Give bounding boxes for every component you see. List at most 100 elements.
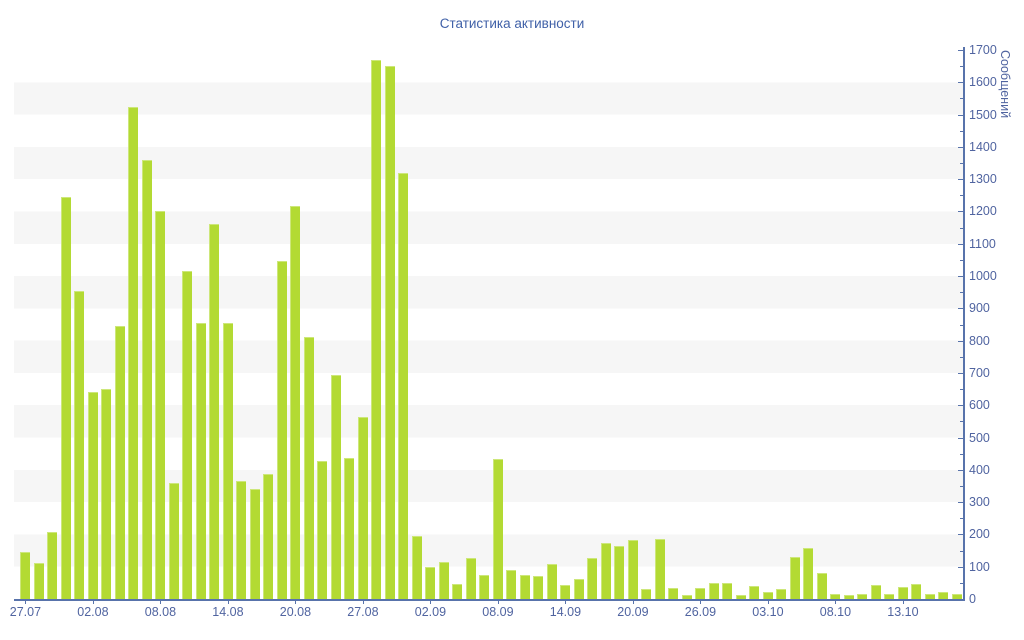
chart-title: Статистика активности <box>439 16 585 31</box>
y-major-tick <box>958 82 964 84</box>
x-tick-label: 20.08 <box>279 605 312 619</box>
y-minor-tick <box>960 485 964 487</box>
y-minor-tick <box>960 324 964 326</box>
bar <box>668 587 679 599</box>
y-major-tick <box>958 566 964 568</box>
bar <box>141 160 152 599</box>
bar <box>74 291 85 599</box>
bar <box>924 593 935 599</box>
y-tick-label: 600 <box>969 398 990 413</box>
bar <box>60 196 71 599</box>
y-minor-tick <box>960 195 964 197</box>
bar <box>249 489 260 599</box>
bar <box>600 543 611 599</box>
bar <box>155 211 166 599</box>
x-tick-label: 26.09 <box>684 605 717 619</box>
bar <box>951 593 962 599</box>
y-major-tick <box>958 276 964 278</box>
y-major-tick <box>958 179 964 181</box>
bar <box>344 458 355 599</box>
x-tick <box>160 600 162 604</box>
x-tick <box>430 600 432 604</box>
bar <box>573 578 584 599</box>
y-major-tick <box>958 469 964 471</box>
bar <box>114 326 125 599</box>
y-major-tick <box>958 114 964 116</box>
bar <box>195 322 206 599</box>
x-tick <box>902 600 904 604</box>
y-major-tick <box>958 372 964 374</box>
bar <box>452 584 463 599</box>
bar <box>708 582 719 599</box>
bar <box>830 593 841 599</box>
bar <box>870 585 881 599</box>
y-minor-tick <box>960 227 964 229</box>
bar <box>789 557 800 599</box>
bar <box>546 564 557 599</box>
x-tick-label: 02.08 <box>77 605 109 619</box>
y-tick-label: 1400 <box>969 139 997 154</box>
y-tick-label: 0 <box>969 592 976 606</box>
y-tick-label: 1300 <box>969 172 997 187</box>
bar <box>695 588 706 599</box>
y-tick-label: 300 <box>969 495 990 510</box>
bar <box>330 374 341 599</box>
y-major-tick <box>958 599 964 600</box>
bar <box>479 575 490 599</box>
bar <box>803 547 814 599</box>
bar <box>519 574 530 599</box>
bar <box>911 583 922 599</box>
y-major-tick <box>958 211 964 213</box>
y-major-tick <box>958 50 964 51</box>
x-tick-label: 14.08 <box>212 605 244 619</box>
bar <box>681 595 692 599</box>
bar <box>884 593 895 599</box>
y-tick-label: 100 <box>969 559 990 574</box>
bar <box>749 586 760 599</box>
x-tick <box>700 600 702 604</box>
bar <box>168 482 179 599</box>
y-tick-label: 900 <box>969 301 990 316</box>
bar <box>276 260 287 599</box>
x-tick-label: 27.08 <box>347 605 379 619</box>
y-tick-label: 400 <box>969 462 990 477</box>
y-minor-tick <box>960 292 964 294</box>
bar <box>938 592 949 599</box>
bar <box>492 458 503 599</box>
y-minor-tick <box>960 66 964 68</box>
x-tick-label: 20.09 <box>617 605 649 619</box>
x-tick <box>632 600 634 604</box>
bar <box>33 562 44 599</box>
y-minor-tick <box>960 550 964 552</box>
y-tick-label: 1600 <box>969 75 997 90</box>
y-tick-label: 1200 <box>969 204 997 219</box>
x-tick <box>295 600 297 604</box>
bar <box>209 224 220 599</box>
bar <box>506 569 517 599</box>
x-tick-label: 13.10 <box>887 605 919 619</box>
y-minor-tick <box>960 259 964 261</box>
x-tick-label: 03.10 <box>752 605 784 619</box>
x-tick-label: 14.09 <box>549 605 582 619</box>
bar <box>762 591 773 599</box>
bar <box>236 481 247 599</box>
bar <box>438 562 449 599</box>
y-minor-tick <box>960 582 964 584</box>
bar <box>425 566 436 599</box>
x-tick-label: 08.08 <box>144 605 177 619</box>
x-tick <box>362 600 364 604</box>
bar <box>614 546 625 599</box>
bar <box>47 531 58 599</box>
y-major-tick <box>958 534 964 536</box>
y-tick-label: 200 <box>969 527 990 542</box>
y-tick-label: 1700 <box>969 43 997 57</box>
y-minor-tick <box>960 453 964 455</box>
bar <box>303 337 314 599</box>
bar <box>20 551 31 599</box>
x-axis-line <box>14 599 965 601</box>
x-tick-label: 02.09 <box>414 605 447 619</box>
bar <box>398 172 409 599</box>
y-major-tick <box>958 243 964 245</box>
y-minor-tick <box>960 356 964 358</box>
